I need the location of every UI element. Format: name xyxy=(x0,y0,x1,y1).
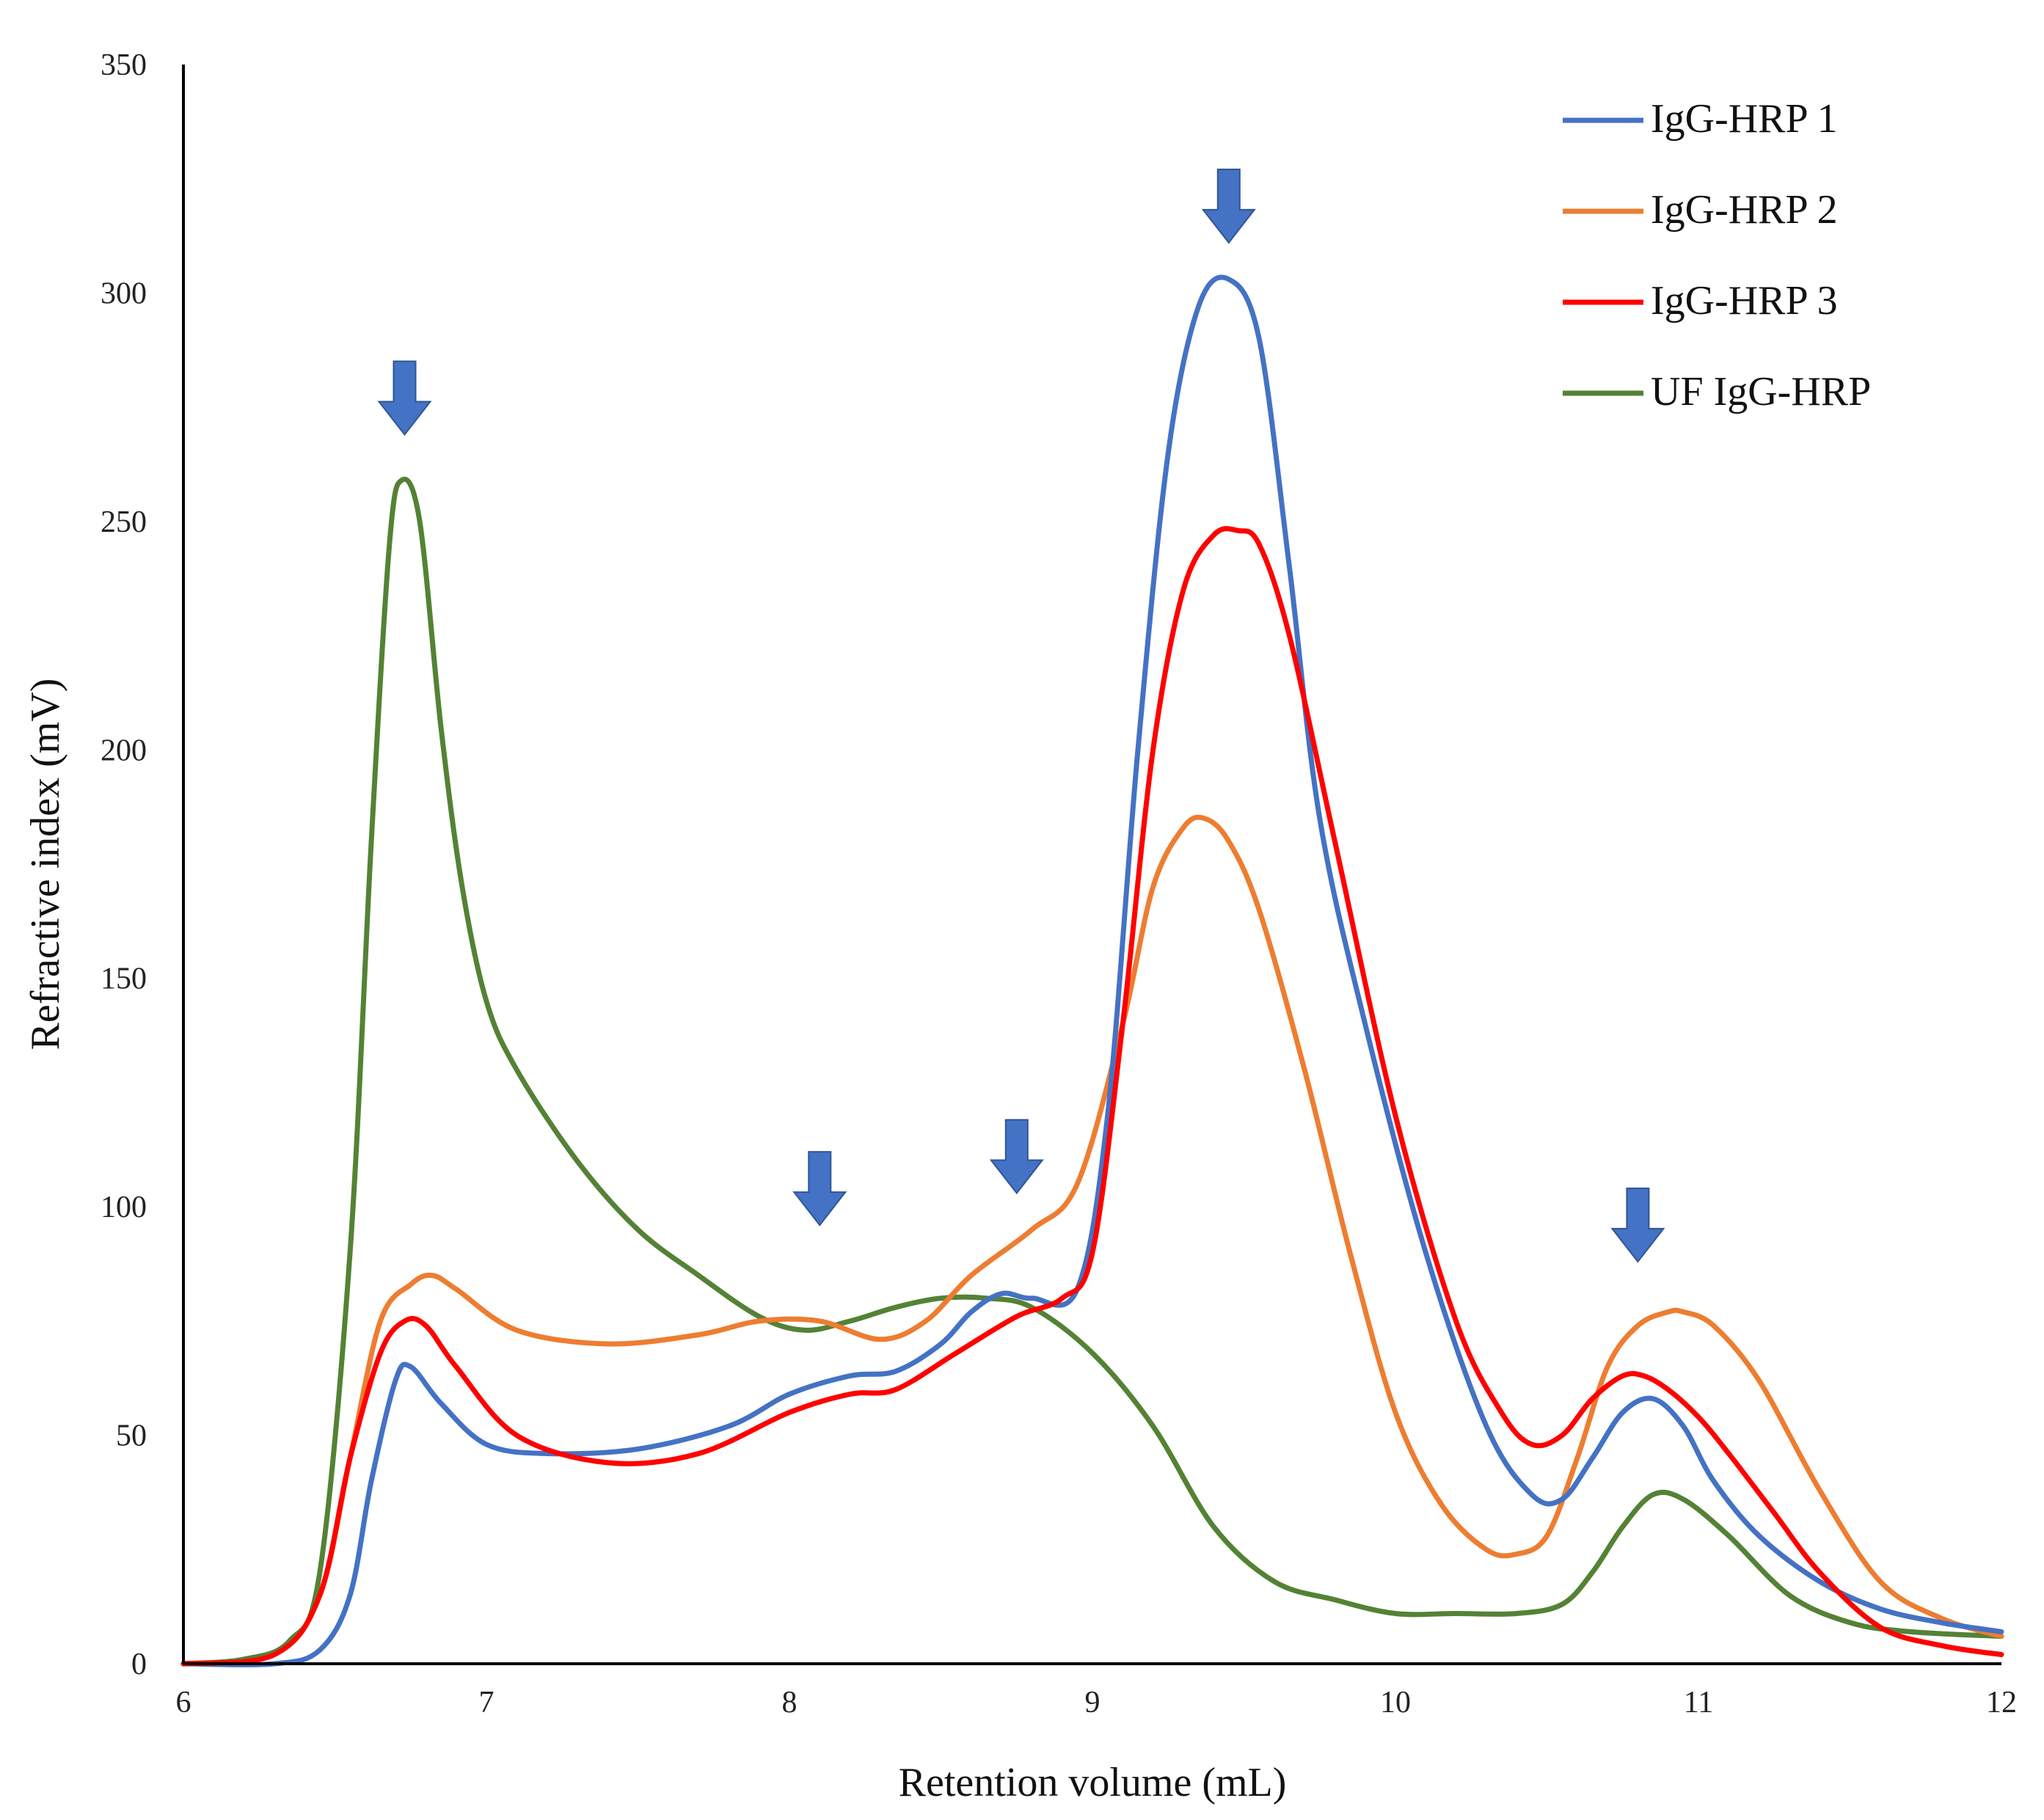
legend: IgG-HRP 1 IgG-HRP 2 IgG-HRP 3 UF IgG-HRP xyxy=(1563,96,1871,414)
series-line-igg-hrp-2 xyxy=(180,814,2004,1667)
y-tick-label-100: 100 xyxy=(101,1191,147,1224)
y-tick-label-150: 150 xyxy=(101,962,147,996)
y-tick-label-0: 0 xyxy=(131,1648,147,1681)
arrow-layer xyxy=(377,168,1665,1263)
x-tick-label-12: 12 xyxy=(1986,1686,2017,1720)
x-tick-label-6: 6 xyxy=(176,1686,191,1720)
y-axis-title: Refractive index (mV) xyxy=(23,679,68,1050)
y-tick-label-300: 300 xyxy=(101,277,147,310)
x-tick-label-7: 7 xyxy=(479,1686,494,1720)
y-tick-label-50: 50 xyxy=(116,1419,147,1453)
x-tick-label-11: 11 xyxy=(1684,1686,1713,1720)
x-tick-label-8: 8 xyxy=(782,1686,797,1720)
x-axis-title: Retention volume (mL) xyxy=(899,1760,1287,1805)
axis-layer xyxy=(182,65,2001,1665)
legend-label-uf-igg-hrp: UF IgG-HRP xyxy=(1651,369,1871,414)
legend-label-igg-hrp-1: IgG-HRP 1 xyxy=(1651,96,1838,142)
series-line-uf-igg-hrp xyxy=(180,476,2004,1667)
legend-label-igg-hrp-2: IgG-HRP 2 xyxy=(1651,187,1838,233)
x-tick-label-9: 9 xyxy=(1085,1686,1101,1720)
peak-arrow-2 xyxy=(792,1151,847,1227)
tick-layer: 6 7 8 9 10 11 12 0 50 100 150 200 250 300 350 xyxy=(101,48,2017,1720)
series-layer xyxy=(180,274,2004,1667)
peak-arrow-3 xyxy=(989,1119,1044,1195)
y-tick-label-350: 350 xyxy=(101,48,147,82)
y-tick-label-200: 200 xyxy=(101,734,147,767)
series-line-igg-hrp-1 xyxy=(180,274,2004,1667)
y-tick-label-250: 250 xyxy=(101,505,147,539)
peak-arrow-4 xyxy=(1201,168,1256,244)
legend-label-igg-hrp-3: IgG-HRP 3 xyxy=(1651,278,1838,324)
series-line-igg-hrp-3 xyxy=(180,526,2004,1667)
peak-arrow-5 xyxy=(1610,1187,1665,1263)
peak-arrow-1 xyxy=(377,360,432,436)
x-tick-label-10: 10 xyxy=(1380,1686,1411,1720)
